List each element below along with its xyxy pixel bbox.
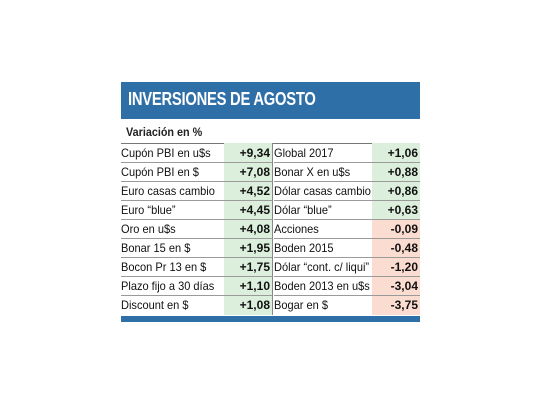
row-divider — [121, 162, 272, 163]
investments-card: INVERSIONES DE AGOSTO Variación en % Cup… — [121, 82, 420, 322]
table-row: Cupón PBI en u$s +9,34 — [121, 144, 272, 163]
column-divider — [272, 143, 273, 315]
row-label: Plazo fijo a 30 días — [121, 279, 215, 293]
row-value: +4,52 — [239, 184, 270, 198]
row-divider — [274, 276, 420, 277]
row-divider — [274, 295, 420, 296]
row-divider — [121, 257, 272, 258]
row-label: Cupón PBI en u$s — [121, 146, 211, 160]
row-value: -0,48 — [390, 241, 418, 255]
table-row: Boden 2015 -0,48 — [274, 239, 420, 258]
row-label: Bogar en $ — [274, 298, 329, 312]
row-label: Bocon Pr 13 en $ — [121, 260, 207, 274]
row-value: +1,75 — [239, 260, 270, 274]
row-divider — [121, 200, 272, 201]
table-row: Euro casas cambio +4,52 — [121, 182, 272, 201]
row-value: +0,86 — [387, 184, 418, 198]
row-divider — [274, 181, 420, 182]
table-subtitle: Variación en % — [126, 125, 203, 139]
table-row: Boden 2013 en u$s -3,04 — [274, 277, 420, 296]
row-value: -1,20 — [390, 260, 418, 274]
row-value: -0,09 — [390, 222, 418, 236]
row-value: +1,10 — [239, 279, 270, 293]
table-row: Dólar “cont. c/ liqui” -1,20 — [274, 258, 420, 277]
left-values-column-bg — [224, 143, 272, 315]
row-label: Global 2017 — [274, 146, 334, 160]
table-row: Cupón PBI en $ +7,08 — [121, 163, 272, 182]
table-row: Euro “blue” +4,45 — [121, 201, 272, 220]
right-negative-values-bg — [372, 219, 420, 315]
row-divider — [121, 181, 272, 182]
row-value: +1,08 — [239, 298, 270, 312]
row-divider — [274, 200, 420, 201]
table-row: Dólar “blue” +0,63 — [274, 201, 420, 220]
row-value: +0,88 — [387, 165, 418, 179]
row-value: +0,63 — [387, 203, 418, 217]
row-value: +4,45 — [239, 203, 270, 217]
row-label: Bonar X en u$s — [274, 165, 351, 179]
table-row: Bonar X en u$s +0,88 — [274, 163, 420, 182]
page-title: INVERSIONES DE AGOSTO — [128, 89, 316, 109]
row-divider — [274, 238, 420, 239]
row-label: Boden 2013 en u$s — [274, 279, 370, 293]
table-row: Acciones -0,09 — [274, 220, 420, 239]
table-row: Bonar 15 en $ +1,95 — [121, 239, 272, 258]
row-label: Boden 2015 — [274, 241, 334, 255]
row-value: +4,08 — [239, 222, 270, 236]
row-label: Euro “blue” — [121, 203, 176, 217]
row-divider — [121, 295, 272, 296]
table-row: Plazo fijo a 30 días +1,10 — [121, 277, 272, 296]
row-label: Bonar 15 en $ — [121, 241, 191, 255]
row-divider — [121, 276, 272, 277]
row-label: Dólar casas cambio — [274, 184, 371, 198]
row-divider — [274, 162, 420, 163]
table-row: Bogar en $ -3,75 — [274, 296, 420, 315]
table-row: Bocon Pr 13 en $ +1,75 — [121, 258, 272, 277]
row-value: +9,34 — [239, 146, 270, 160]
row-label: Acciones — [274, 222, 319, 236]
row-value: +1,95 — [239, 241, 270, 255]
row-label: Dólar “blue” — [274, 203, 332, 217]
row-divider — [121, 238, 272, 239]
row-value: -3,04 — [390, 279, 418, 293]
footer-bar — [121, 316, 420, 322]
row-label: Discount en $ — [121, 298, 189, 312]
table-row: Dólar casas cambio +0,86 — [274, 182, 420, 201]
table-row: Discount en $ +1,08 — [121, 296, 272, 315]
row-label: Euro casas cambio — [121, 184, 215, 198]
row-value: +7,08 — [239, 165, 270, 179]
table-row: Oro en u$s +4,08 — [121, 220, 272, 239]
header-banner: INVERSIONES DE AGOSTO — [121, 82, 420, 119]
row-label: Dólar “cont. c/ liqui” — [274, 260, 370, 274]
row-divider — [274, 257, 420, 258]
row-value: -3,75 — [390, 298, 418, 312]
row-value: +1,06 — [387, 146, 418, 160]
row-divider — [121, 219, 272, 220]
row-label: Cupón PBI en $ — [121, 165, 199, 179]
row-label: Oro en u$s — [121, 222, 176, 236]
table-row: Global 2017 +1,06 — [274, 144, 420, 163]
row-divider — [274, 219, 420, 220]
